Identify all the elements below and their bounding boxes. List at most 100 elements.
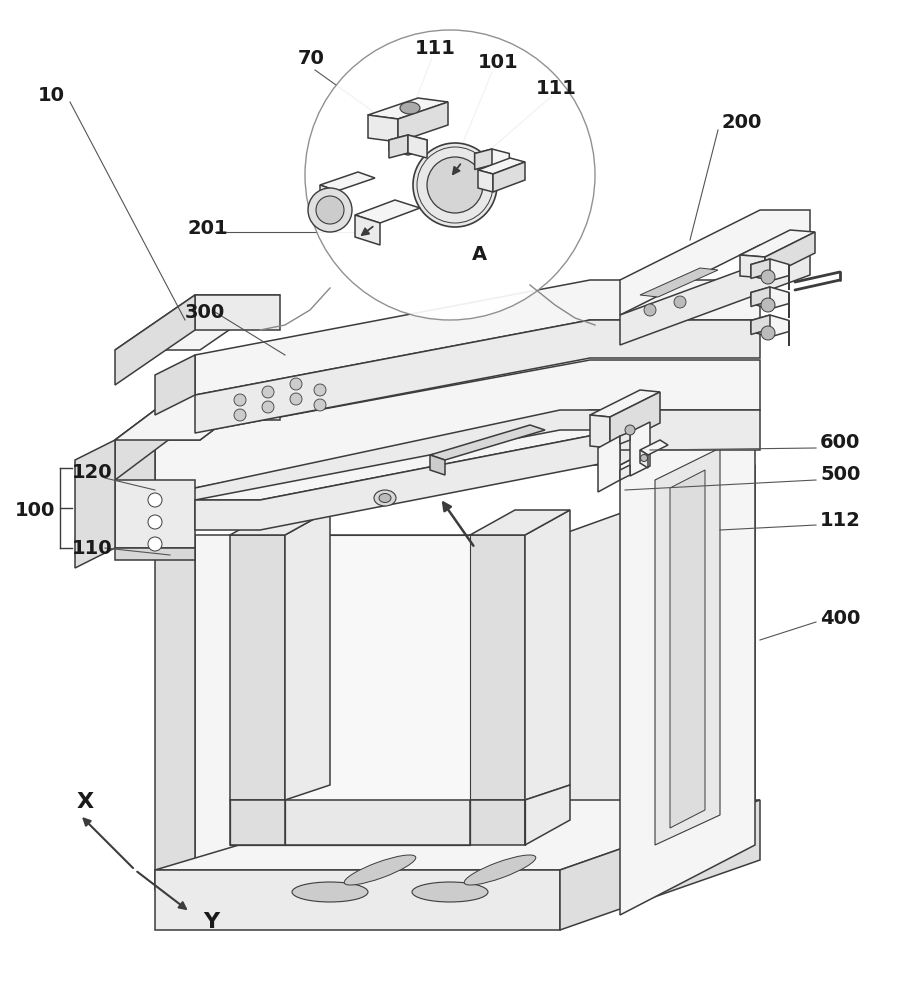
Circle shape [148, 515, 162, 529]
Text: 110: 110 [72, 538, 112, 558]
Circle shape [289, 393, 301, 405]
Polygon shape [407, 135, 426, 158]
Polygon shape [640, 450, 647, 468]
Polygon shape [640, 440, 667, 455]
Polygon shape [195, 845, 754, 915]
Polygon shape [389, 135, 407, 158]
Ellipse shape [291, 882, 368, 902]
Text: 101: 101 [478, 53, 518, 72]
Text: 111: 111 [414, 39, 456, 58]
Polygon shape [589, 415, 609, 448]
Text: Y: Y [203, 912, 219, 932]
Polygon shape [389, 135, 426, 155]
Ellipse shape [412, 882, 487, 902]
Polygon shape [398, 102, 448, 142]
Text: X: X [77, 792, 94, 812]
Ellipse shape [344, 855, 415, 885]
Polygon shape [285, 535, 470, 800]
Polygon shape [619, 432, 630, 444]
Polygon shape [597, 436, 619, 492]
Circle shape [233, 394, 245, 406]
Text: 100: 100 [15, 500, 55, 520]
Circle shape [313, 399, 325, 411]
Circle shape [313, 384, 325, 396]
Polygon shape [750, 287, 769, 306]
Polygon shape [560, 395, 754, 465]
Polygon shape [470, 510, 570, 535]
Polygon shape [525, 785, 570, 845]
Polygon shape [355, 200, 420, 223]
Polygon shape [230, 535, 285, 800]
Polygon shape [115, 380, 279, 440]
Polygon shape [560, 465, 754, 915]
Polygon shape [195, 295, 279, 330]
Polygon shape [320, 172, 375, 191]
Polygon shape [115, 480, 195, 548]
Polygon shape [750, 287, 789, 309]
Polygon shape [493, 162, 525, 192]
Polygon shape [355, 215, 380, 245]
Polygon shape [619, 210, 809, 315]
Text: 120: 120 [72, 462, 112, 482]
Circle shape [674, 296, 686, 308]
Polygon shape [619, 245, 809, 345]
Polygon shape [739, 230, 814, 257]
Circle shape [760, 298, 774, 312]
Text: 400: 400 [819, 608, 859, 628]
Polygon shape [285, 510, 330, 800]
Text: A: A [471, 245, 486, 264]
Polygon shape [750, 259, 789, 281]
Polygon shape [195, 430, 619, 530]
Circle shape [289, 378, 301, 390]
Polygon shape [154, 870, 560, 930]
Polygon shape [470, 535, 525, 800]
Circle shape [760, 326, 774, 340]
Polygon shape [115, 440, 154, 508]
Polygon shape [195, 430, 619, 500]
Circle shape [643, 304, 655, 316]
Polygon shape [195, 320, 759, 433]
Polygon shape [154, 800, 759, 870]
Polygon shape [115, 380, 279, 440]
Polygon shape [478, 170, 493, 192]
Text: 10: 10 [38, 86, 65, 105]
Circle shape [262, 401, 274, 413]
Polygon shape [320, 185, 336, 215]
Polygon shape [589, 390, 659, 417]
Circle shape [760, 270, 774, 284]
Polygon shape [115, 295, 279, 350]
Polygon shape [429, 455, 445, 475]
Polygon shape [630, 422, 650, 476]
Text: 600: 600 [819, 432, 859, 452]
Polygon shape [230, 800, 525, 845]
Circle shape [305, 30, 595, 320]
Polygon shape [368, 98, 448, 119]
Circle shape [413, 143, 496, 227]
Polygon shape [154, 360, 759, 488]
Text: 112: 112 [819, 510, 860, 530]
Polygon shape [115, 295, 195, 385]
Polygon shape [525, 510, 570, 800]
Ellipse shape [400, 102, 420, 114]
Polygon shape [195, 380, 279, 420]
Polygon shape [619, 395, 754, 915]
Polygon shape [654, 448, 720, 845]
Circle shape [624, 425, 634, 435]
Polygon shape [75, 440, 115, 568]
Polygon shape [154, 410, 759, 528]
Text: 111: 111 [536, 79, 576, 98]
Circle shape [315, 196, 344, 224]
Ellipse shape [464, 855, 535, 885]
Polygon shape [115, 380, 195, 480]
Polygon shape [739, 255, 765, 278]
Text: 200: 200 [721, 113, 762, 132]
Ellipse shape [374, 490, 395, 506]
Polygon shape [195, 535, 560, 915]
Circle shape [308, 188, 352, 232]
Polygon shape [619, 465, 630, 480]
Polygon shape [474, 149, 492, 170]
Text: 201: 201 [187, 219, 229, 237]
Circle shape [262, 386, 274, 398]
Polygon shape [609, 392, 659, 448]
Text: 500: 500 [819, 466, 859, 485]
